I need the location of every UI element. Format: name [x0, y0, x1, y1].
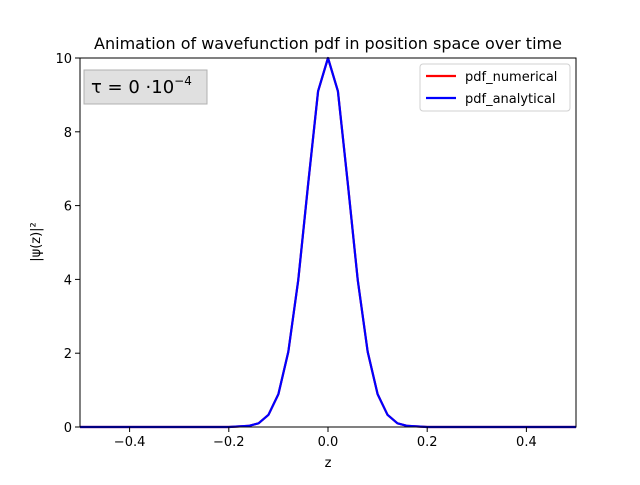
y-tick-label: 10 [55, 52, 72, 67]
annotation-box [83, 69, 208, 105]
legend: pdf_numerical pdf_analytical [419, 63, 571, 112]
y-tick-label: 2 [64, 347, 72, 362]
x-tick-label: −0.4 [114, 435, 146, 450]
y-tick-label: 6 [64, 200, 72, 215]
legend-box [419, 63, 571, 112]
x-tick-label: 0.4 [516, 435, 537, 450]
plot-area [80, 58, 576, 427]
legend-label-analytical: pdf_analytical [465, 92, 556, 107]
x-tick-label: −0.2 [213, 435, 245, 450]
x-axis-label: z [325, 456, 332, 471]
chart-title: Animation of wavefunction pdf in positio… [94, 34, 562, 53]
y-axis-label: |ψ(z)|² [29, 222, 44, 262]
annotation-exponent: −4 [174, 74, 192, 88]
y-tick-label: 8 [64, 126, 72, 141]
x-tick-label: 0.2 [417, 435, 438, 450]
legend-label-numerical: pdf_numerical [465, 70, 557, 85]
y-axis-ticks: 0 2 4 6 8 10 [55, 52, 80, 436]
annotation-prefix: τ = 0 ·10 [91, 77, 174, 98]
tau-annotation: τ = 0 ·10−4 [83, 69, 208, 105]
y-tick-label: 4 [64, 273, 72, 288]
x-axis-ticks: −0.4 −0.2 0.0 0.2 0.4 [114, 427, 537, 450]
y-tick-label: 0 [64, 421, 72, 436]
annotation-text: τ = 0 ·10−4 [91, 74, 192, 98]
x-tick-label: 0.0 [318, 435, 339, 450]
